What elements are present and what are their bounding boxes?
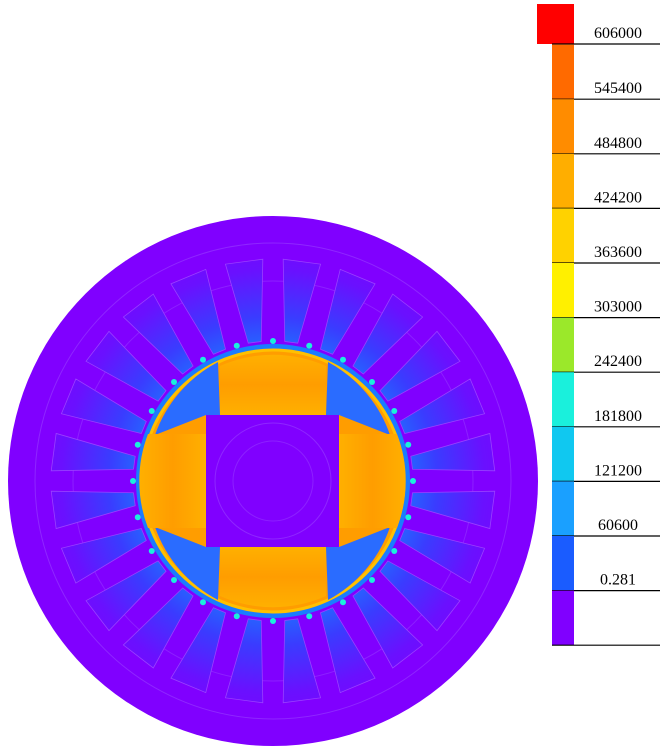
tooth-tip [405, 514, 412, 521]
tooth-tip [171, 379, 178, 386]
stator-slot [60, 378, 147, 434]
stator-slot [282, 618, 322, 704]
tooth-tip [368, 379, 375, 386]
stator-slot [170, 268, 226, 355]
stator-slot [379, 330, 461, 402]
legend-tick-label: 60600 [598, 517, 638, 534]
tooth-tip [200, 356, 206, 363]
legend-tick-label: 0.281 [600, 572, 636, 589]
stator-slot [399, 378, 486, 434]
tooth-tip [134, 441, 141, 448]
legend-tick-label: 121200 [594, 462, 642, 479]
stator-slot [85, 330, 167, 402]
stator-slot [379, 560, 461, 632]
legend-swatch [537, 4, 574, 44]
stator-slot [170, 607, 226, 694]
legend-tick-label: 242400 [594, 353, 642, 370]
stator-slot [410, 432, 496, 472]
tooth-tip [134, 514, 141, 521]
stator-slot [224, 258, 264, 344]
stator-slot [320, 607, 376, 694]
legend-swatch [552, 153, 574, 209]
legend-swatch [552, 208, 574, 263]
tooth-tip [148, 408, 155, 414]
tooth-tip [233, 342, 240, 349]
tooth-tip [270, 338, 276, 344]
legend-tick-label: 484800 [594, 135, 642, 152]
tooth-tip [391, 408, 398, 414]
tooth-tip [306, 613, 313, 620]
legend-swatch [552, 590, 574, 646]
tooth-tip [340, 599, 346, 606]
stator-slot [399, 528, 486, 584]
stator-slot [122, 293, 194, 375]
legend-tick-label: 424200 [594, 189, 642, 206]
magnet-bottom [220, 547, 326, 608]
legend-swatch [552, 317, 574, 373]
legend-tick-label: 545400 [594, 80, 642, 97]
legend-swatch [552, 426, 574, 482]
stator-ring-line-2 [72, 280, 474, 682]
tooth-tip [410, 478, 416, 484]
magnet-top [220, 354, 326, 415]
stator-slot [50, 490, 136, 530]
stator-slot [122, 587, 194, 669]
magnet-left [139, 434, 206, 528]
legend-tick-label: 363600 [594, 244, 642, 261]
legend-swatch [552, 44, 574, 100]
tooth-tip [200, 599, 206, 606]
stator-slot [60, 528, 147, 584]
tooth-tip [270, 618, 276, 624]
stator-slot [50, 432, 136, 472]
tooth-tip [233, 613, 240, 620]
stator-slot [352, 587, 424, 669]
shaft-circle [232, 440, 314, 522]
legend-tick-label: 606000 [594, 25, 642, 42]
tooth-tip [391, 548, 398, 554]
tooth-tip [306, 342, 313, 349]
tooth-tip [368, 576, 375, 583]
stator-ring-line [34, 242, 512, 720]
rotor-core [155, 362, 390, 600]
legend-swatch [552, 263, 574, 318]
legend-swatch [552, 99, 574, 154]
stator-slot [352, 293, 424, 375]
stator-slot [320, 268, 376, 355]
tooth-tip [130, 478, 136, 484]
legend-tick-label: 303000 [594, 299, 642, 316]
legend-swatch [552, 372, 574, 427]
tooth-tip [405, 441, 412, 448]
legend-swatch [552, 536, 574, 591]
magnet-right [339, 434, 406, 528]
legend-tick-label: 181800 [594, 408, 642, 425]
tooth-tip [148, 548, 155, 554]
stator-slot [85, 560, 167, 632]
tooth-tip [171, 576, 178, 583]
stator-slot [282, 258, 322, 344]
rotor-inner-circle [214, 422, 332, 540]
legend-swatch [552, 481, 574, 536]
stator-slot [410, 490, 496, 530]
stator-slots [50, 258, 496, 704]
stator-slot [224, 618, 264, 704]
tooth-tip [340, 356, 346, 363]
